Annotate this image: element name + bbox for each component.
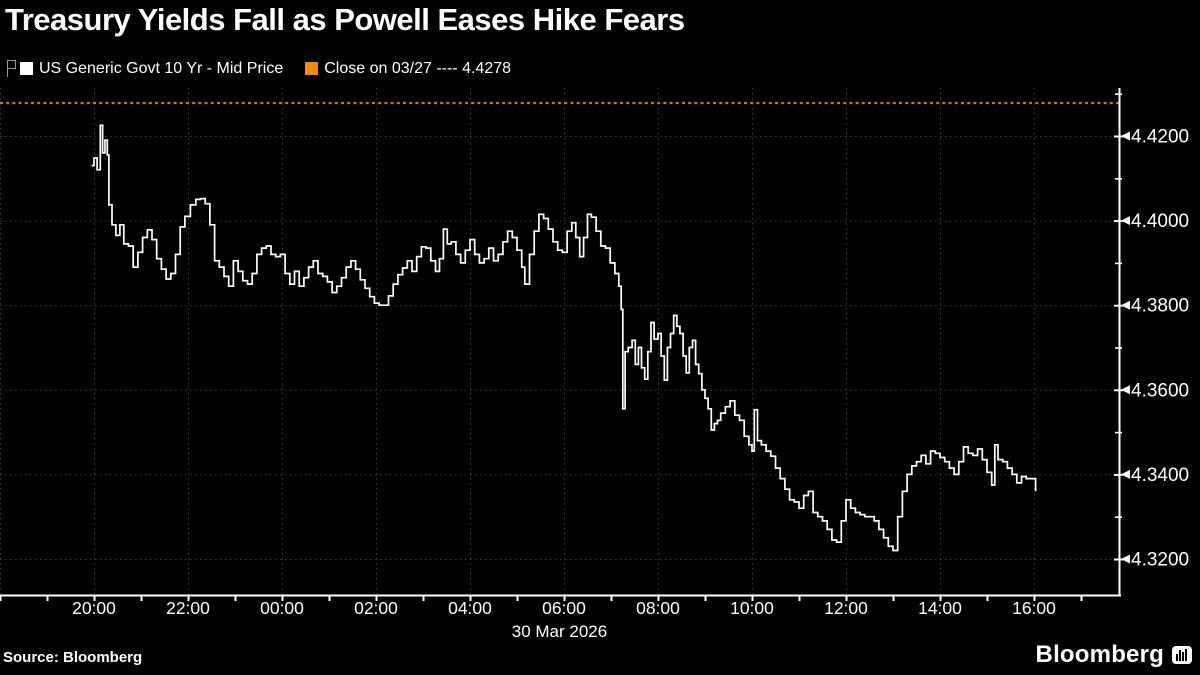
x-axis-date-label: 30 Mar 2026 [511,622,608,641]
y-tick-arrow-icon [1121,131,1130,141]
bloomberg-terminal-icon [1172,646,1192,664]
bloomberg-logo-text: Bloomberg [1035,641,1164,668]
chart-legend: US Generic Govt 10 Yr - Mid Price Close … [5,59,511,78]
y-tick-label: 4.3200 [1131,550,1189,571]
y-tick-arrow-icon [1121,554,1130,564]
x-tick-label: 14:00 [918,598,962,618]
source-attribution: Source: Bloomberg [3,649,143,666]
bloomberg-logo: Bloomberg [1036,641,1192,669]
legend-series1-label: US Generic Govt 10 Yr - Mid Price [39,59,284,77]
page-title: Treasury Yields Fall as Powell Eases Hik… [5,2,685,37]
y-tick-label: 4.4200 [1131,127,1189,148]
x-tick-label: 20:00 [72,598,116,618]
y-tick-label: 4.3400 [1131,465,1189,486]
x-tick-label: 04:00 [448,598,492,618]
series-swatch-orange [305,62,319,75]
x-tick-label: 08:00 [636,598,680,618]
x-tick-label: 16:00 [1012,598,1056,618]
y-tick-arrow-icon [1121,216,1130,226]
price-line [91,124,1037,552]
x-tick-label: 00:00 [260,598,304,618]
x-tick-label: 06:00 [542,598,586,618]
x-tick-label: 02:00 [354,598,398,618]
flag-annotation-icon [5,59,16,78]
y-tick-label: 4.3600 [1131,380,1189,401]
y-tick-arrow-icon [1121,469,1130,479]
legend-series2-label: Close on 03/27 ---- 4.4278 [324,59,512,77]
y-tick-label: 4.3800 [1131,296,1189,317]
x-tick-label: 10:00 [730,598,774,618]
x-tick-label: 12:00 [824,598,868,618]
series-swatch-white [20,62,33,75]
y-tick-arrow-icon [1121,300,1130,310]
y-tick-label: 4.4000 [1131,211,1189,232]
y-tick-arrow-icon [1121,385,1130,395]
x-tick-label: 22:00 [166,598,210,618]
